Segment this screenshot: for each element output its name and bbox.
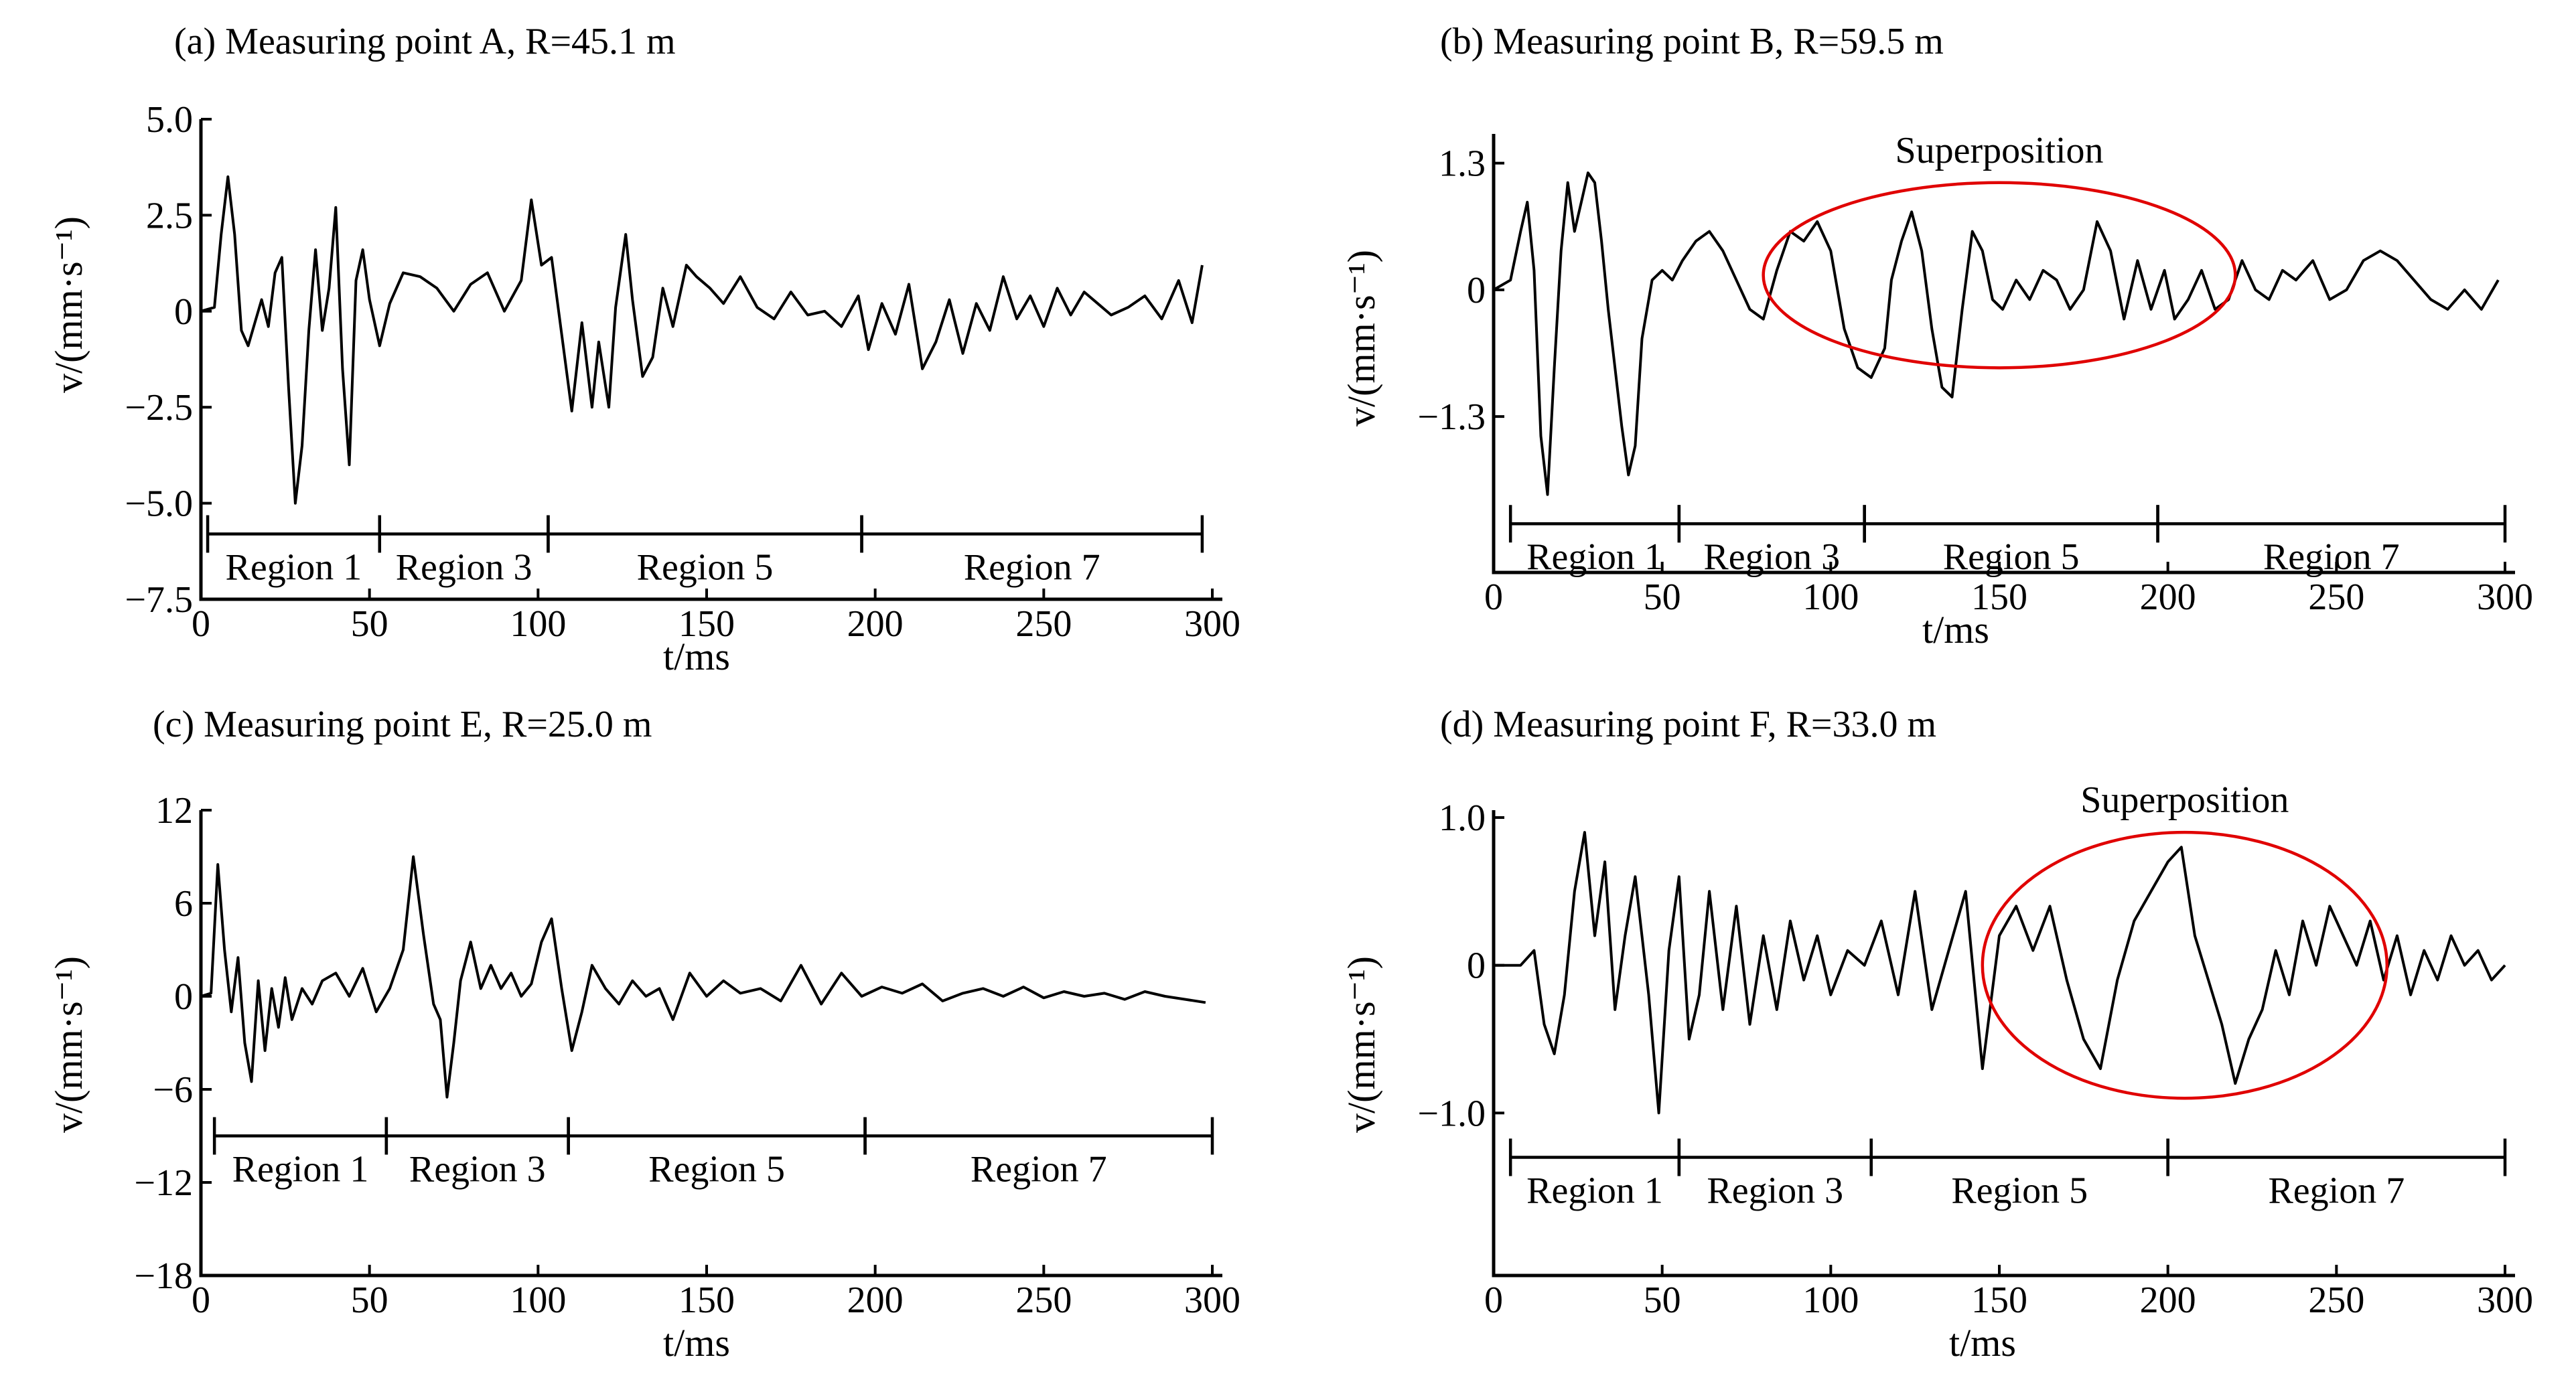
y-tick-label: −7.5 bbox=[125, 579, 193, 621]
y-tick-label: 5.0 bbox=[146, 99, 193, 141]
region-label: Region 3 bbox=[409, 1149, 546, 1190]
x-tick-label: 250 bbox=[1015, 603, 1072, 645]
x-tick-label: 250 bbox=[1015, 1280, 1072, 1321]
region-label: Region 7 bbox=[971, 1149, 1107, 1190]
panel-title: (d) Measuring point F, R=33.0 m bbox=[1440, 704, 1936, 745]
y-tick-label: 1.0 bbox=[1439, 797, 1486, 839]
x-tick-label: 250 bbox=[2308, 576, 2364, 618]
superposition-label: Superposition bbox=[1895, 130, 2103, 171]
panel-b: (b) Measuring point B, R=59.5 m t/ms v/(… bbox=[1340, 21, 2533, 651]
region-label: Region 7 bbox=[2263, 536, 2400, 578]
panel-title: (c) Measuring point E, R=25.0 m bbox=[153, 704, 652, 745]
velocity-trace bbox=[200, 855, 1206, 1099]
x-tick-label: 50 bbox=[351, 603, 388, 645]
x-tick-label: 150 bbox=[1971, 1280, 2027, 1321]
panel-title: (a) Measuring point A, R=45.1 m bbox=[174, 21, 676, 62]
region-label: Region 1 bbox=[226, 546, 362, 588]
region-label: Region 1 bbox=[1526, 1170, 1663, 1211]
y-tick-label: 6 bbox=[174, 883, 193, 925]
x-tick-label: 200 bbox=[847, 1280, 904, 1321]
y-tick-label: −1.3 bbox=[1417, 396, 1486, 438]
x-tick-label: 0 bbox=[1484, 576, 1503, 618]
region-label: Region 3 bbox=[1703, 536, 1840, 578]
x-tick-label: 200 bbox=[2140, 576, 2196, 618]
x-tick-label: 300 bbox=[1184, 1280, 1240, 1321]
superposition-ellipse bbox=[1981, 830, 2389, 1100]
panel-d: (d) Measuring point F, R=33.0 m t/ms v/(… bbox=[1340, 704, 2533, 1365]
y-axis-label: v/(mm·s⁻¹) bbox=[1340, 956, 1383, 1133]
panel-c: (c) Measuring point E, R=25.0 m t/ms v/(… bbox=[47, 704, 1240, 1365]
y-tick-label: 0 bbox=[174, 291, 193, 333]
axis-frame bbox=[199, 810, 1222, 1278]
x-tick-label: 100 bbox=[510, 603, 566, 645]
y-tick-label: 0 bbox=[1467, 270, 1486, 311]
y-tick-label: 12 bbox=[155, 790, 193, 832]
y-axis-label: v/(mm·s⁻¹) bbox=[47, 216, 90, 393]
x-axis-label: t/ms bbox=[1949, 1321, 2016, 1365]
region-label: Region 3 bbox=[396, 546, 532, 588]
y-tick-label: 0 bbox=[174, 976, 193, 1018]
y-tick-label: −2.5 bbox=[125, 387, 193, 429]
y-axis-label: v/(mm·s⁻¹) bbox=[47, 956, 90, 1133]
x-tick-label: 200 bbox=[847, 603, 904, 645]
region-label: Region 7 bbox=[2268, 1170, 2405, 1211]
x-tick-label: 50 bbox=[1644, 576, 1681, 618]
x-tick-label: 0 bbox=[1484, 1280, 1503, 1321]
y-tick-label: −18 bbox=[134, 1255, 193, 1297]
superposition-ellipse bbox=[1762, 181, 2237, 370]
x-tick-label: 150 bbox=[678, 1280, 735, 1321]
x-tick-label: 50 bbox=[1644, 1280, 1681, 1321]
region-label: Region 1 bbox=[1526, 536, 1663, 578]
x-tick-label: 250 bbox=[2308, 1280, 2364, 1321]
velocity-trace bbox=[1494, 831, 2506, 1115]
y-axis-label: v/(mm·s⁻¹) bbox=[1340, 250, 1383, 427]
x-tick-label: 150 bbox=[1971, 576, 2027, 618]
region-label: Region 5 bbox=[637, 546, 774, 588]
region-label: Region 5 bbox=[1943, 536, 2080, 578]
velocity-trace bbox=[1492, 171, 2500, 496]
region-label: Region 5 bbox=[648, 1149, 785, 1190]
y-tick-label: −12 bbox=[134, 1162, 193, 1204]
x-tick-label: 200 bbox=[2140, 1280, 2196, 1321]
y-tick-label: −5.0 bbox=[125, 483, 193, 525]
x-tick-label: 300 bbox=[1184, 603, 1240, 645]
x-tick-label: 50 bbox=[351, 1280, 388, 1321]
x-tick-label: 100 bbox=[1802, 576, 1859, 618]
x-tick-label: 150 bbox=[678, 603, 735, 645]
panel-title: (b) Measuring point B, R=59.5 m bbox=[1440, 21, 1944, 62]
region-label: Region 7 bbox=[964, 546, 1100, 588]
velocity-trace bbox=[200, 175, 1204, 505]
y-tick-label: −6 bbox=[153, 1069, 193, 1111]
x-axis-label: t/ms bbox=[663, 1321, 730, 1365]
x-tick-label: 100 bbox=[1802, 1280, 1859, 1321]
superposition-label: Superposition bbox=[2080, 779, 2289, 821]
y-tick-label: 0 bbox=[1467, 945, 1486, 987]
region-label: Region 3 bbox=[1707, 1170, 1843, 1211]
axis-frame bbox=[1492, 134, 2515, 574]
x-tick-label: 0 bbox=[192, 1280, 210, 1321]
y-tick-label: −1.0 bbox=[1417, 1093, 1486, 1134]
x-tick-label: 0 bbox=[192, 603, 210, 645]
x-axis-label: t/ms bbox=[663, 635, 730, 678]
y-tick-label: 2.5 bbox=[146, 195, 193, 236]
x-tick-label: 300 bbox=[2477, 576, 2533, 618]
y-tick-label: 1.3 bbox=[1439, 143, 1486, 185]
x-tick-label: 100 bbox=[510, 1280, 566, 1321]
panel-a: (a) Measuring point A, R=45.1 m t/ms v/(… bbox=[47, 21, 1240, 678]
region-label: Region 5 bbox=[1951, 1170, 2088, 1211]
x-axis-label: t/ms bbox=[1922, 608, 1989, 651]
region-label: Region 1 bbox=[232, 1149, 369, 1190]
x-tick-label: 300 bbox=[2477, 1280, 2533, 1321]
